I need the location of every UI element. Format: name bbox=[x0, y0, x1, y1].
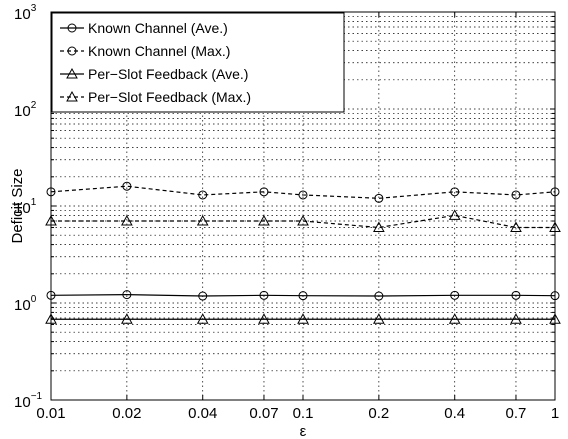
data-point bbox=[510, 313, 522, 324]
x-tick-label: 0.04 bbox=[188, 405, 217, 422]
legend-marker bbox=[67, 23, 77, 33]
x-tick-label: 0.01 bbox=[36, 405, 65, 422]
data-point bbox=[198, 291, 208, 301]
legend-marker bbox=[67, 46, 77, 56]
series-line bbox=[50, 185, 556, 199]
data-point bbox=[448, 313, 461, 324]
series-line bbox=[50, 294, 556, 297]
data-point bbox=[448, 209, 461, 220]
y-tick-label: 10−1 bbox=[14, 391, 43, 411]
legend-entry: Per−Slot Feedback (Ave.) bbox=[60, 66, 248, 82]
data-point bbox=[196, 214, 209, 226]
data-point bbox=[511, 290, 521, 300]
data-point bbox=[373, 313, 385, 324]
data-point bbox=[511, 190, 521, 200]
data-point bbox=[196, 313, 209, 324]
legend-label: Known Channel (Ave.) bbox=[88, 20, 228, 36]
x-tick-label: 0.02 bbox=[112, 405, 141, 422]
data-point bbox=[121, 214, 133, 226]
y-tick-label: 102 bbox=[14, 100, 37, 120]
data-point bbox=[450, 290, 460, 300]
legend-entry: Known Channel (Ave.) bbox=[60, 20, 228, 36]
x-tick-label: 0.2 bbox=[368, 405, 389, 422]
x-tick-label: 0.07 bbox=[249, 405, 278, 422]
y-tick-label: 100 bbox=[14, 294, 37, 314]
legend-label: Per−Slot Feedback (Max.) bbox=[88, 89, 251, 105]
legend-box bbox=[51, 12, 345, 113]
data-point bbox=[450, 187, 460, 197]
data-point bbox=[258, 214, 270, 226]
data-point bbox=[374, 193, 384, 203]
y-axis-label: Deficit Size bbox=[9, 168, 26, 243]
data-point bbox=[258, 313, 270, 324]
data-point bbox=[259, 290, 269, 300]
series-2 bbox=[46, 181, 560, 203]
y-tick-label: 101 bbox=[14, 197, 37, 217]
x-tick-label: 1 bbox=[551, 405, 559, 422]
axis-ticks: 0.01 0.02 0.04 0.07 0.1 0.2 0.4 0.7 1 10−1 100 101 1… bbox=[14, 3, 559, 422]
legend-entry: Per−Slot Feedback (Max.) bbox=[60, 89, 251, 105]
legend-entry: Known Channel (Max.) bbox=[60, 43, 230, 59]
data-point bbox=[374, 291, 384, 301]
data-point bbox=[298, 291, 308, 301]
data-point bbox=[373, 221, 385, 233]
legend-label: Known Channel (Max.) bbox=[88, 43, 230, 59]
data-point bbox=[510, 221, 522, 233]
legend-label: Per−Slot Feedback (Ave.) bbox=[88, 66, 248, 82]
data-point bbox=[259, 187, 269, 197]
data-point bbox=[297, 313, 309, 324]
series-layer bbox=[45, 181, 561, 324]
x-axis-label: ε bbox=[300, 423, 307, 439]
data-point bbox=[121, 313, 133, 324]
data-point bbox=[198, 190, 208, 200]
legend-marker bbox=[66, 90, 78, 102]
data-point bbox=[298, 190, 308, 200]
x-tick-label: 0.7 bbox=[506, 405, 527, 422]
series-line bbox=[51, 214, 555, 229]
legend-marker bbox=[66, 67, 78, 79]
data-point bbox=[122, 290, 132, 300]
data-point bbox=[297, 214, 309, 226]
series-1 bbox=[46, 290, 560, 301]
x-tick-label: 0.4 bbox=[444, 405, 465, 422]
series-3 bbox=[45, 313, 561, 324]
data-point bbox=[122, 181, 132, 191]
legend: Known Channel (Ave.) Known Channel (Max.)… bbox=[51, 12, 345, 113]
y-tick-label: 103 bbox=[14, 3, 37, 23]
x-tick-label: 0.1 bbox=[293, 405, 314, 422]
